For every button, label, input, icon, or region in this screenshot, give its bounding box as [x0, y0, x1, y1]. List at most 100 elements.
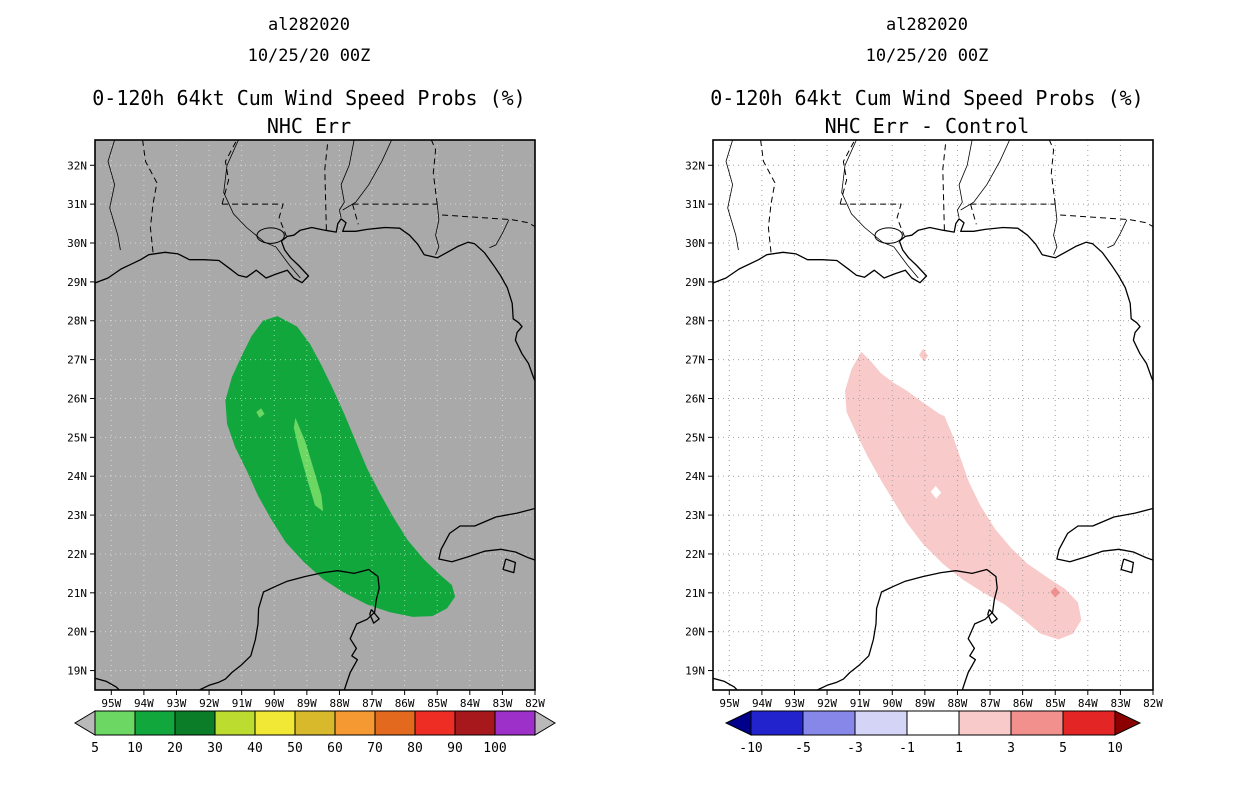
state-border-line — [142, 140, 158, 253]
lon-tick-label: 88W — [948, 697, 968, 710]
state-border-line — [324, 140, 329, 231]
lat-tick-label: 22N — [67, 548, 87, 561]
river-line — [1107, 219, 1128, 249]
river-line — [435, 204, 440, 255]
state-border-line — [942, 140, 947, 231]
left-panel-nhc-err: al282020 10/25/20 00Z 0-120h 64kt Cum Wi… — [0, 10, 618, 756]
product-title: 0-120h 64kt Cum Wind Speed Probs (%) — [710, 86, 1144, 110]
probability-map-left: 19N 20N 21N 22N 23N 24N 25N 26N 27N 28N 29N 30N 31N 3… — [67, 139, 545, 710]
coastline — [95, 218, 535, 383]
coastline — [1056, 507, 1153, 563]
colorbar-segment — [802, 710, 856, 736]
colorbar-tick-label: 20 — [167, 741, 183, 756]
lat-tick-label: 19N — [685, 665, 705, 678]
colorbar-arrow-right — [534, 710, 556, 736]
colorbar-left: 5 10 20 30 40 50 60 70 80 90 100 — [74, 710, 556, 756]
river-line — [223, 140, 301, 279]
colorbar-tick-label: 1 — [955, 741, 963, 756]
lon-tick-label: 87W — [980, 697, 1000, 710]
colorbar-tick-label: 3 — [1007, 741, 1015, 756]
coastline — [1120, 558, 1135, 574]
river-line — [960, 140, 1010, 211]
lat-tick-label: 21N — [685, 587, 705, 600]
colorbar-tick-label: 60 — [327, 741, 343, 756]
contour-region-diff-plus1-spot — [919, 348, 929, 362]
colorbar-tick-label: 80 — [407, 741, 423, 756]
river-line — [1053, 204, 1058, 255]
lon-tick-label: 90W — [264, 697, 284, 710]
lon-tick-label: 83W — [492, 697, 512, 710]
storm-id: al282020 — [886, 15, 968, 35]
contour-region-diff-plus1 — [845, 351, 1082, 640]
lat-tick-label: 22N — [685, 548, 705, 561]
colorbar-arrow-right — [1114, 710, 1142, 736]
colorbar-tick-label: -5 — [795, 741, 811, 756]
storm-id: al282020 — [268, 15, 350, 35]
river-line — [841, 140, 919, 279]
lon-tick-label: 95W — [101, 697, 121, 710]
map-frame — [94, 139, 536, 691]
lon-tick-label: 94W — [752, 697, 772, 710]
colorbar-tick-label: -3 — [847, 741, 863, 756]
colorbar-right: -10 -5 -3 -1 1 3 5 10 — [724, 710, 1142, 756]
colorbar-segment — [854, 710, 908, 736]
colorbar-arrow-left — [724, 710, 752, 736]
lat-tick-label: 29N — [67, 276, 87, 289]
lat-tick-label: 25N — [67, 431, 87, 444]
lat-tick-label: 20N — [685, 626, 705, 639]
lon-tick-label: 84W — [1078, 697, 1098, 710]
state-border-line — [840, 203, 905, 237]
lon-tick-label: 94W — [134, 697, 154, 710]
lat-tick-label: 24N — [685, 470, 705, 483]
lon-tick-label: 83W — [1110, 697, 1130, 710]
colorbar-segment — [958, 710, 1012, 736]
river-line — [107, 140, 121, 251]
colorbar-segment — [1010, 710, 1064, 736]
product-title: 0-120h 64kt Cum Wind Speed Probs (%) — [92, 86, 526, 110]
lat-tick-label: 29N — [685, 276, 705, 289]
left-subtitle-block: 0-120h 64kt Cum Wind Speed Probs (%) NHC… — [0, 84, 618, 140]
contour-region-diff-hole — [930, 485, 942, 499]
state-border-line — [760, 140, 776, 253]
colorbar-segment — [1062, 710, 1116, 736]
state-border-line — [1060, 214, 1153, 228]
lon-tick-label: 91W — [232, 697, 252, 710]
colorbar-segment — [334, 710, 376, 736]
colorbar-tick-label: 5 — [1059, 741, 1067, 756]
lon-tick-label: 89W — [915, 697, 935, 710]
lake-outline — [256, 227, 285, 244]
lon-tick-label: 82W — [525, 697, 545, 710]
lat-tick-label: 31N — [67, 198, 87, 211]
left-title-block: al282020 10/25/20 00Z 0-120h 64kt Cum Wi… — [0, 10, 618, 140]
lat-tick-label: 23N — [67, 509, 87, 522]
coastline — [713, 218, 1153, 383]
colorbar-tick-label: 100 — [483, 741, 506, 756]
state-border-line — [970, 203, 977, 225]
lat-tick-label: 26N — [67, 392, 87, 405]
colorbar-tick-label: 30 — [207, 741, 223, 756]
coastline — [502, 558, 517, 574]
lat-tick-label: 25N — [685, 431, 705, 444]
colorbar-tick-label: -10 — [739, 741, 762, 756]
contour-region-prob-10 — [225, 316, 456, 617]
lat-tick-label: 23N — [685, 509, 705, 522]
colorbar-segment — [454, 710, 496, 736]
colorbar-segment — [906, 710, 960, 736]
lon-tick-label: 89W — [297, 697, 317, 710]
state-border-line — [222, 203, 287, 237]
lat-tick-label: 19N — [67, 665, 87, 678]
contour-region-prob-5-inner — [293, 417, 324, 512]
colorbar-tick-label: 70 — [367, 741, 383, 756]
map-frame — [712, 139, 1154, 691]
contour-region-prob-5-spot — [256, 408, 265, 418]
coastline — [438, 507, 535, 563]
lon-tick-label: 95W — [719, 697, 739, 710]
coastline — [817, 568, 998, 690]
lon-tick-label: 85W — [1045, 697, 1065, 710]
lat-tick-label: 24N — [67, 470, 87, 483]
state-border-line — [1048, 140, 1056, 205]
state-border-line — [352, 203, 359, 225]
experiment-title: NHC Err — [266, 114, 352, 138]
lat-tick-label: 32N — [685, 159, 705, 172]
lat-tick-label: 31N — [685, 198, 705, 211]
